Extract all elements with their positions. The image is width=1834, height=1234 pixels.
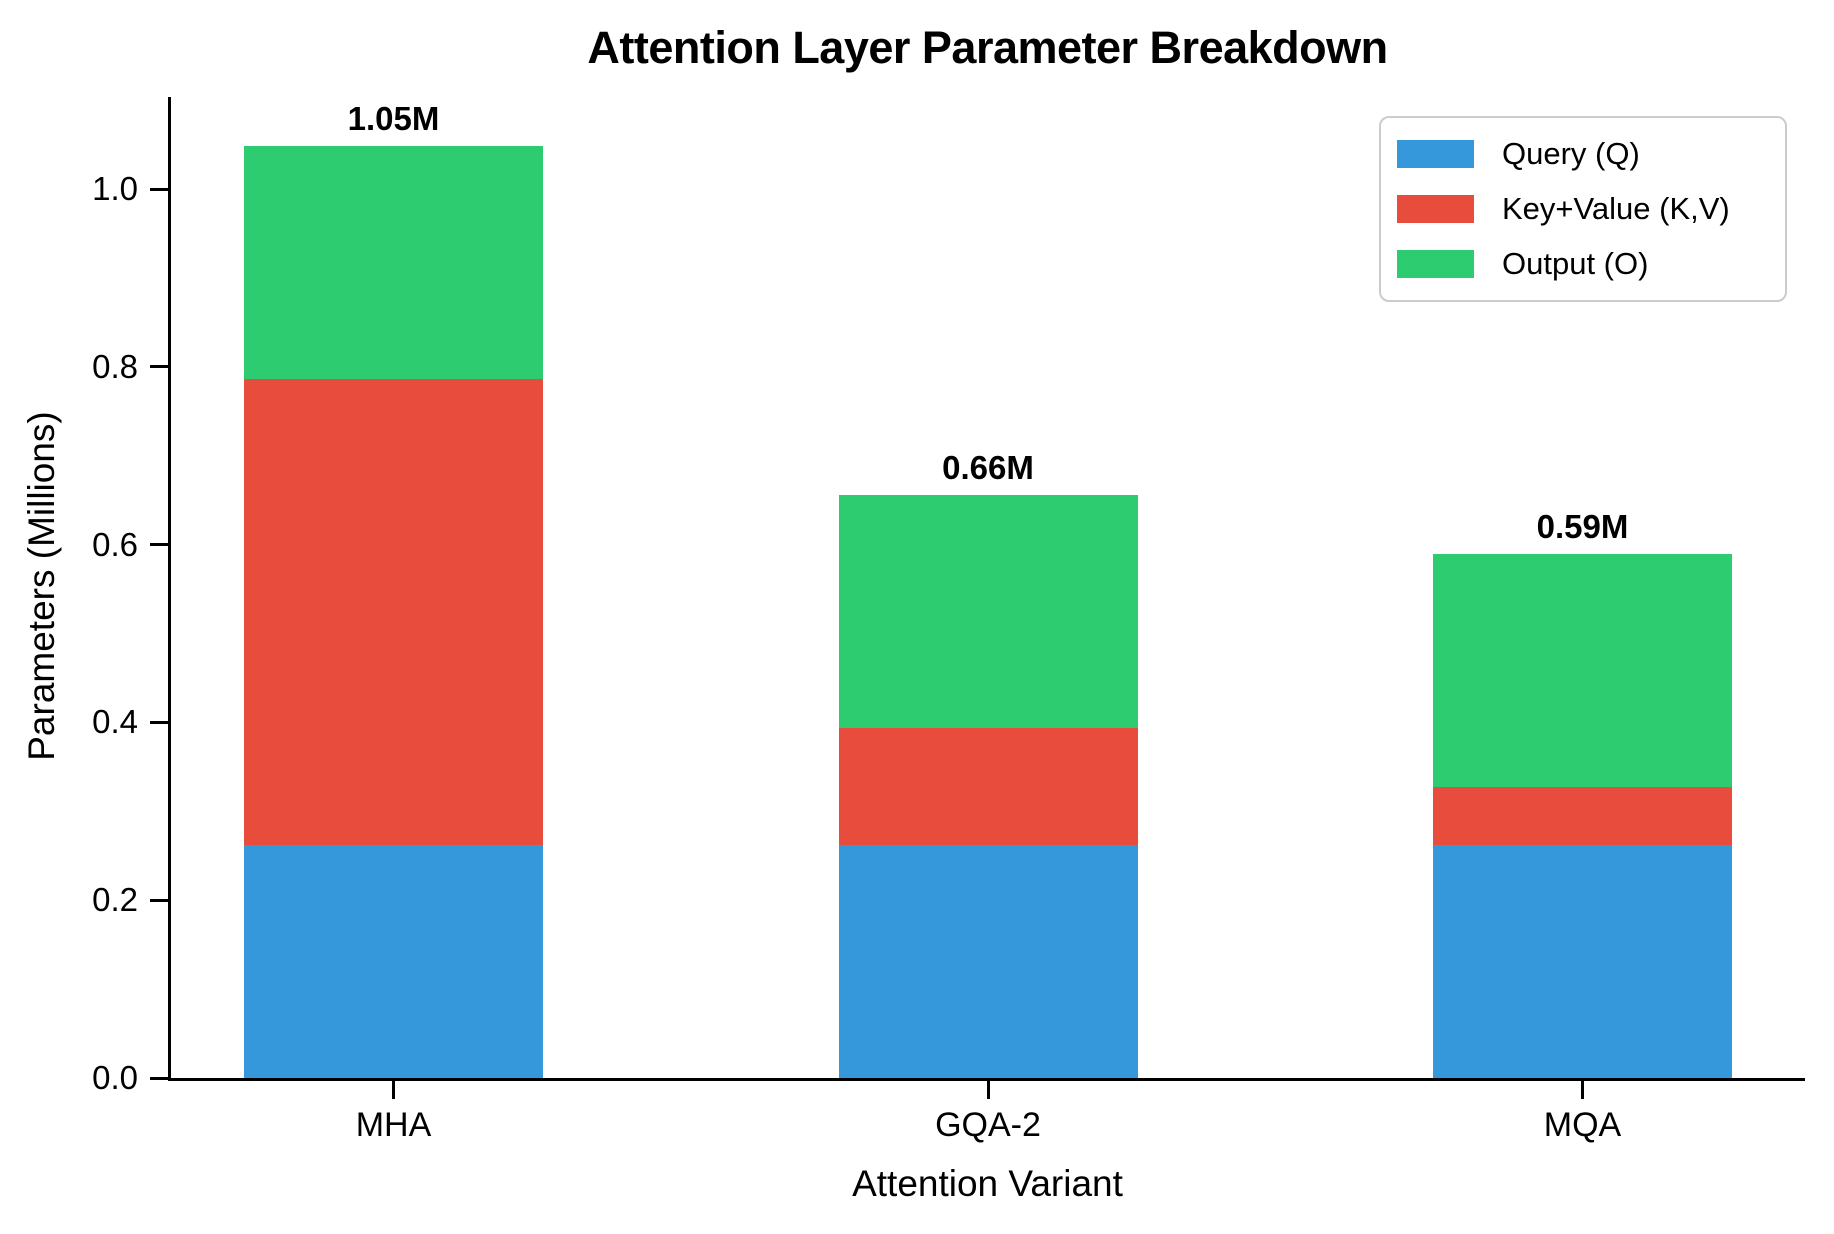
legend-item: Key+Value (K,V) <box>1381 181 1785 236</box>
x-tick-mark <box>1581 1081 1584 1099</box>
y-tick-mark <box>150 1076 168 1080</box>
legend-swatch-icon <box>1397 139 1474 168</box>
y-tick-mark <box>150 187 168 191</box>
x-tick-label-mha: MHA <box>355 1106 432 1144</box>
y-tick-label: 1.0 <box>92 170 138 207</box>
legend-label: Query (Q) <box>1502 135 1640 171</box>
bar-segment-gqa-2-key+value <box>838 728 1138 845</box>
y-axis-spine <box>168 97 171 1081</box>
y-tick-mark <box>150 365 168 369</box>
bar-total-label-mqa: 0.59M <box>1536 507 1629 545</box>
y-tick-mark <box>150 543 168 547</box>
x-axis-spine <box>168 1078 1805 1081</box>
y-tick-label: 0.4 <box>92 703 138 741</box>
y-tick-mark <box>150 720 168 724</box>
legend-label: Key+Value (K,V) <box>1502 190 1730 226</box>
legend-label: Output (O) <box>1502 246 1649 282</box>
x-tick-mark <box>986 1081 990 1099</box>
bar-segment-mha-key+value <box>244 378 543 845</box>
x-tick-label-gqa-2: GQA-2 <box>935 1106 1041 1144</box>
y-tick-mark <box>150 898 168 902</box>
y-tick-label: 0.2 <box>92 881 138 919</box>
legend-swatch-icon <box>1397 250 1474 279</box>
x-tick-label-mqa: MQA <box>1543 1106 1622 1144</box>
legend: Query (Q) Key+Value (K,V) Output (O) <box>1379 116 1787 302</box>
legend-item: Query (Q) <box>1381 126 1785 181</box>
bar-segment-mha-query <box>244 844 543 1078</box>
chart-title: Attention Layer Parameter Breakdown <box>587 22 1388 73</box>
bar-segment-mha-output <box>244 145 543 379</box>
bar-segment-mqa-query <box>1433 844 1732 1078</box>
bar-segment-gqa-2-output <box>838 495 1138 729</box>
y-tick-label: 0.8 <box>92 347 138 385</box>
x-tick-mark <box>392 1081 395 1099</box>
legend-item: Output (O) <box>1381 237 1785 292</box>
bar-segment-mqa-key+value <box>1433 786 1732 845</box>
bar-total-label-mha: 1.05M <box>347 99 440 137</box>
bar-segment-mqa-output <box>1433 553 1732 787</box>
legend-swatch-icon <box>1397 194 1474 223</box>
bar-segment-gqa-2-query <box>838 844 1138 1078</box>
y-tick-label: 0.0 <box>92 1059 138 1096</box>
x-axis-label: Attention Variant <box>852 1163 1123 1204</box>
y-tick-label: 0.6 <box>92 525 138 563</box>
bar-total-label-gqa-2: 0.66M <box>942 449 1034 487</box>
